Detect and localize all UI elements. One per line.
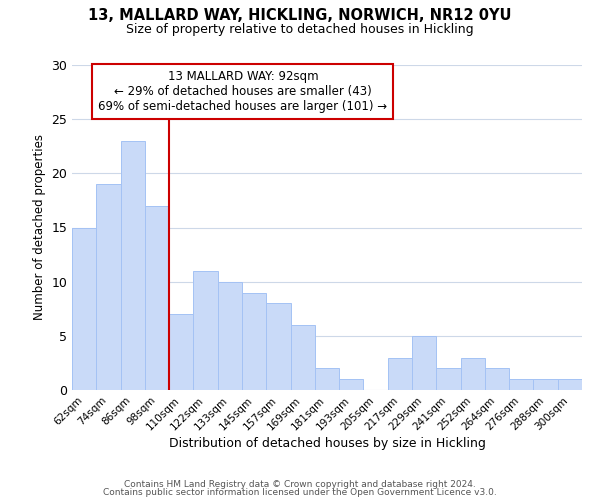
Text: Size of property relative to detached houses in Hickling: Size of property relative to detached ho… [126,22,474,36]
Y-axis label: Number of detached properties: Number of detached properties [33,134,46,320]
Bar [533,379,558,390]
Bar [412,336,436,390]
Bar [193,271,218,390]
X-axis label: Distribution of detached houses by size in Hickling: Distribution of detached houses by size … [169,438,485,450]
Bar [339,379,364,390]
Bar [485,368,509,390]
Text: Contains HM Land Registry data © Crown copyright and database right 2024.: Contains HM Land Registry data © Crown c… [124,480,476,489]
Bar [290,325,315,390]
Bar [266,304,290,390]
Text: 13, MALLARD WAY, HICKLING, NORWICH, NR12 0YU: 13, MALLARD WAY, HICKLING, NORWICH, NR12… [88,8,512,22]
Bar [72,228,96,390]
Bar [169,314,193,390]
Bar [315,368,339,390]
Bar [121,141,145,390]
Bar [558,379,582,390]
Text: Contains public sector information licensed under the Open Government Licence v3: Contains public sector information licen… [103,488,497,497]
Bar [436,368,461,390]
Bar [388,358,412,390]
Bar [218,282,242,390]
Bar [96,184,121,390]
Text: 13 MALLARD WAY: 92sqm
← 29% of detached houses are smaller (43)
69% of semi-deta: 13 MALLARD WAY: 92sqm ← 29% of detached … [98,70,388,113]
Bar [242,292,266,390]
Bar [461,358,485,390]
Bar [509,379,533,390]
Bar [145,206,169,390]
